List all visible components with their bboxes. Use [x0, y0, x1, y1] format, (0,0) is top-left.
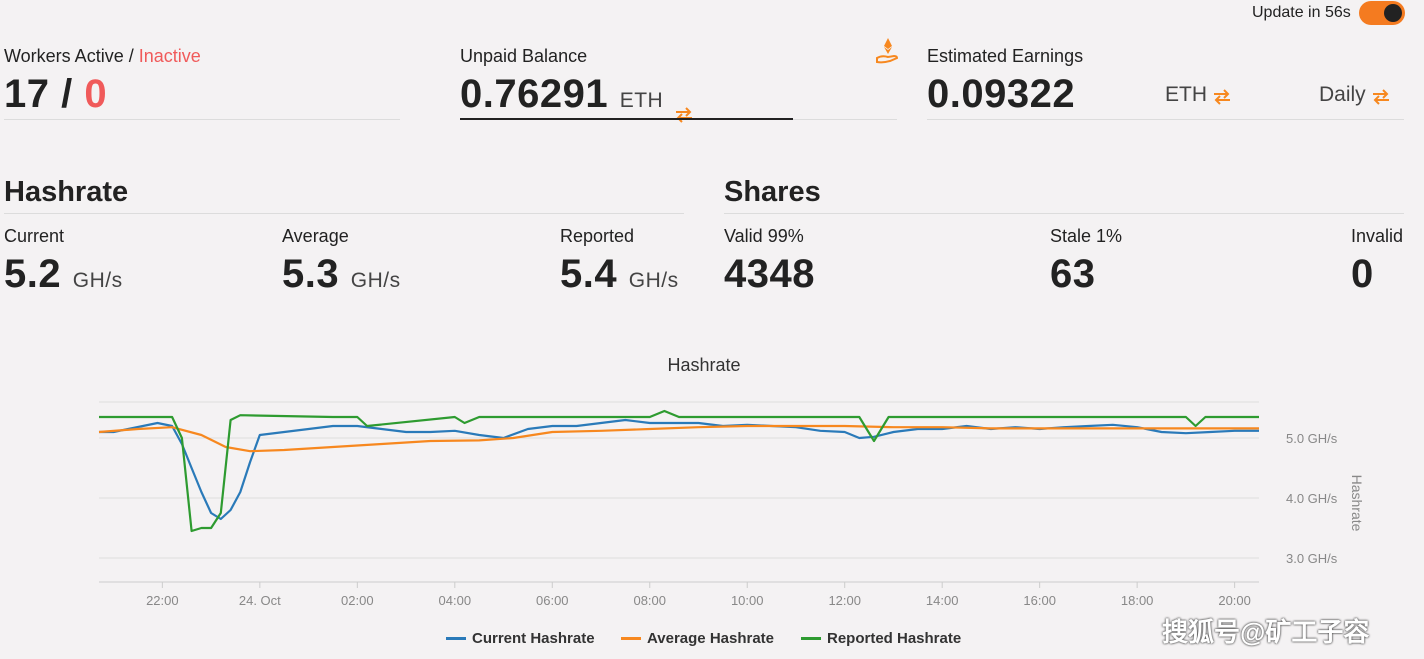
average-value: 5.3: [282, 252, 340, 296]
earnings-label: Estimated Earnings: [927, 46, 1084, 66]
x-tick-label: 22:00: [146, 593, 179, 608]
reported-hashrate: 5.4 GH/s: [560, 252, 679, 297]
y-tick-label: 5.0 GH/s: [1286, 431, 1338, 446]
divider: [724, 213, 1404, 214]
x-tick-label: 24. Oct: [239, 593, 281, 608]
average-label: Average: [282, 226, 349, 246]
legend-average-swatch: [621, 637, 641, 640]
stale-label: Stale 1%: [1050, 226, 1123, 246]
x-tick-label: 06:00: [536, 593, 569, 608]
legend-average-label: Average Hashrate: [647, 630, 775, 647]
unpaid-balance-value: 0.76291 ETH: [460, 72, 693, 124]
update-countdown: Update in 56s: [1252, 4, 1351, 21]
x-tick-label: 12:00: [828, 593, 861, 608]
legend-current-swatch: [446, 637, 466, 640]
series-line-1: [99, 418, 1259, 521]
workers-inactive-label: Inactive: [138, 46, 201, 66]
workers-inactive-count: 0: [84, 72, 108, 116]
payout-hand-icon[interactable]: [876, 37, 899, 65]
legend-reported-label: Reported Hashrate: [827, 630, 962, 647]
workers-count-sep: /: [49, 72, 85, 116]
series-line-2: [98, 424, 1259, 453]
series-line-3: [99, 409, 1259, 533]
earnings-period-selector[interactable]: Daily: [1319, 83, 1390, 107]
workers-label: Workers Active / Inactive: [4, 46, 201, 67]
x-tick-label: 02:00: [341, 593, 374, 608]
current-unit: GH/s: [72, 269, 123, 292]
legend-current[interactable]: Current Hashrate: [446, 630, 595, 647]
toggle-knob: [1384, 4, 1402, 22]
x-tick-label: 14:00: [926, 593, 959, 608]
earnings-currency-selector[interactable]: ETH: [1165, 83, 1231, 107]
reported-label: Reported: [560, 226, 635, 246]
hashrate-heading: Hashrate: [4, 176, 129, 208]
legend-reported-swatch: [801, 637, 821, 640]
reported-unit: GH/s: [628, 269, 679, 292]
shares-heading: Shares: [724, 176, 821, 208]
earnings-period: Daily: [1319, 83, 1366, 106]
x-tick-label: 10:00: [731, 593, 764, 608]
divider: [4, 119, 400, 120]
legend-reported[interactable]: Reported Hashrate: [801, 630, 961, 647]
unpaid-label: Unpaid Balance: [460, 46, 588, 66]
valid-label: Valid 99%: [724, 226, 804, 246]
reported-value: 5.4: [560, 252, 618, 296]
swap-arrows-icon[interactable]: [1213, 87, 1231, 106]
earnings-currency: ETH: [1165, 83, 1207, 106]
workers-active-count: 17: [4, 72, 50, 116]
unpaid-underline: [460, 118, 793, 120]
watermark: 搜狐号@矿工子容: [1162, 617, 1370, 647]
hashrate-chart[interactable]: 3.0 GH/s 4.0 GH/s 5.0 GH/s 22:00 24. Oct 02:0…: [0, 390, 1424, 615]
unpaid-value: 0.76291: [460, 72, 609, 116]
divider: [793, 119, 897, 120]
x-tick-label: 08:00: [633, 593, 666, 608]
x-tick-label: 16:00: [1023, 593, 1056, 608]
average-unit: GH/s: [350, 269, 401, 292]
chart-title-text: Hashrate: [667, 355, 741, 375]
y-axis-title: Hashrate: [1349, 475, 1365, 532]
swap-arrows-icon[interactable]: [1372, 87, 1390, 106]
x-tick-label: 18:00: [1121, 593, 1154, 608]
divider: [927, 119, 1404, 120]
y-tick-label: 3.0 GH/s: [1286, 551, 1338, 566]
current-label: Current: [4, 226, 65, 246]
legend-average[interactable]: Average Hashrate: [621, 630, 774, 647]
invalid-label: Invalid: [1351, 226, 1404, 246]
unpaid-currency: ETH: [619, 89, 664, 112]
workers-active-label: Workers Active: [4, 46, 124, 66]
current-value: 5.2: [4, 252, 62, 296]
workers-label-sep: /: [123, 46, 139, 66]
current-hashrate: 5.2 GH/s: [4, 252, 123, 297]
chart-title: Hashrate: [0, 355, 1424, 376]
auto-update-toggle[interactable]: [1359, 1, 1405, 25]
stale-shares: 63: [1050, 252, 1096, 296]
x-tick-label: 04:00: [439, 593, 472, 608]
invalid-shares: 0: [1351, 252, 1374, 296]
average-hashrate: 5.3 GH/s: [282, 252, 401, 297]
y-tick-label: 4.0 GH/s: [1286, 491, 1338, 506]
workers-count: 17 / 0: [4, 72, 107, 117]
valid-shares: 4348: [724, 252, 815, 296]
legend-current-label: Current Hashrate: [472, 630, 595, 647]
divider: [4, 213, 684, 214]
earnings-value: 0.09322: [927, 72, 1076, 116]
x-tick-label: 20:00: [1218, 593, 1251, 608]
swap-arrows-icon[interactable]: [675, 88, 693, 124]
